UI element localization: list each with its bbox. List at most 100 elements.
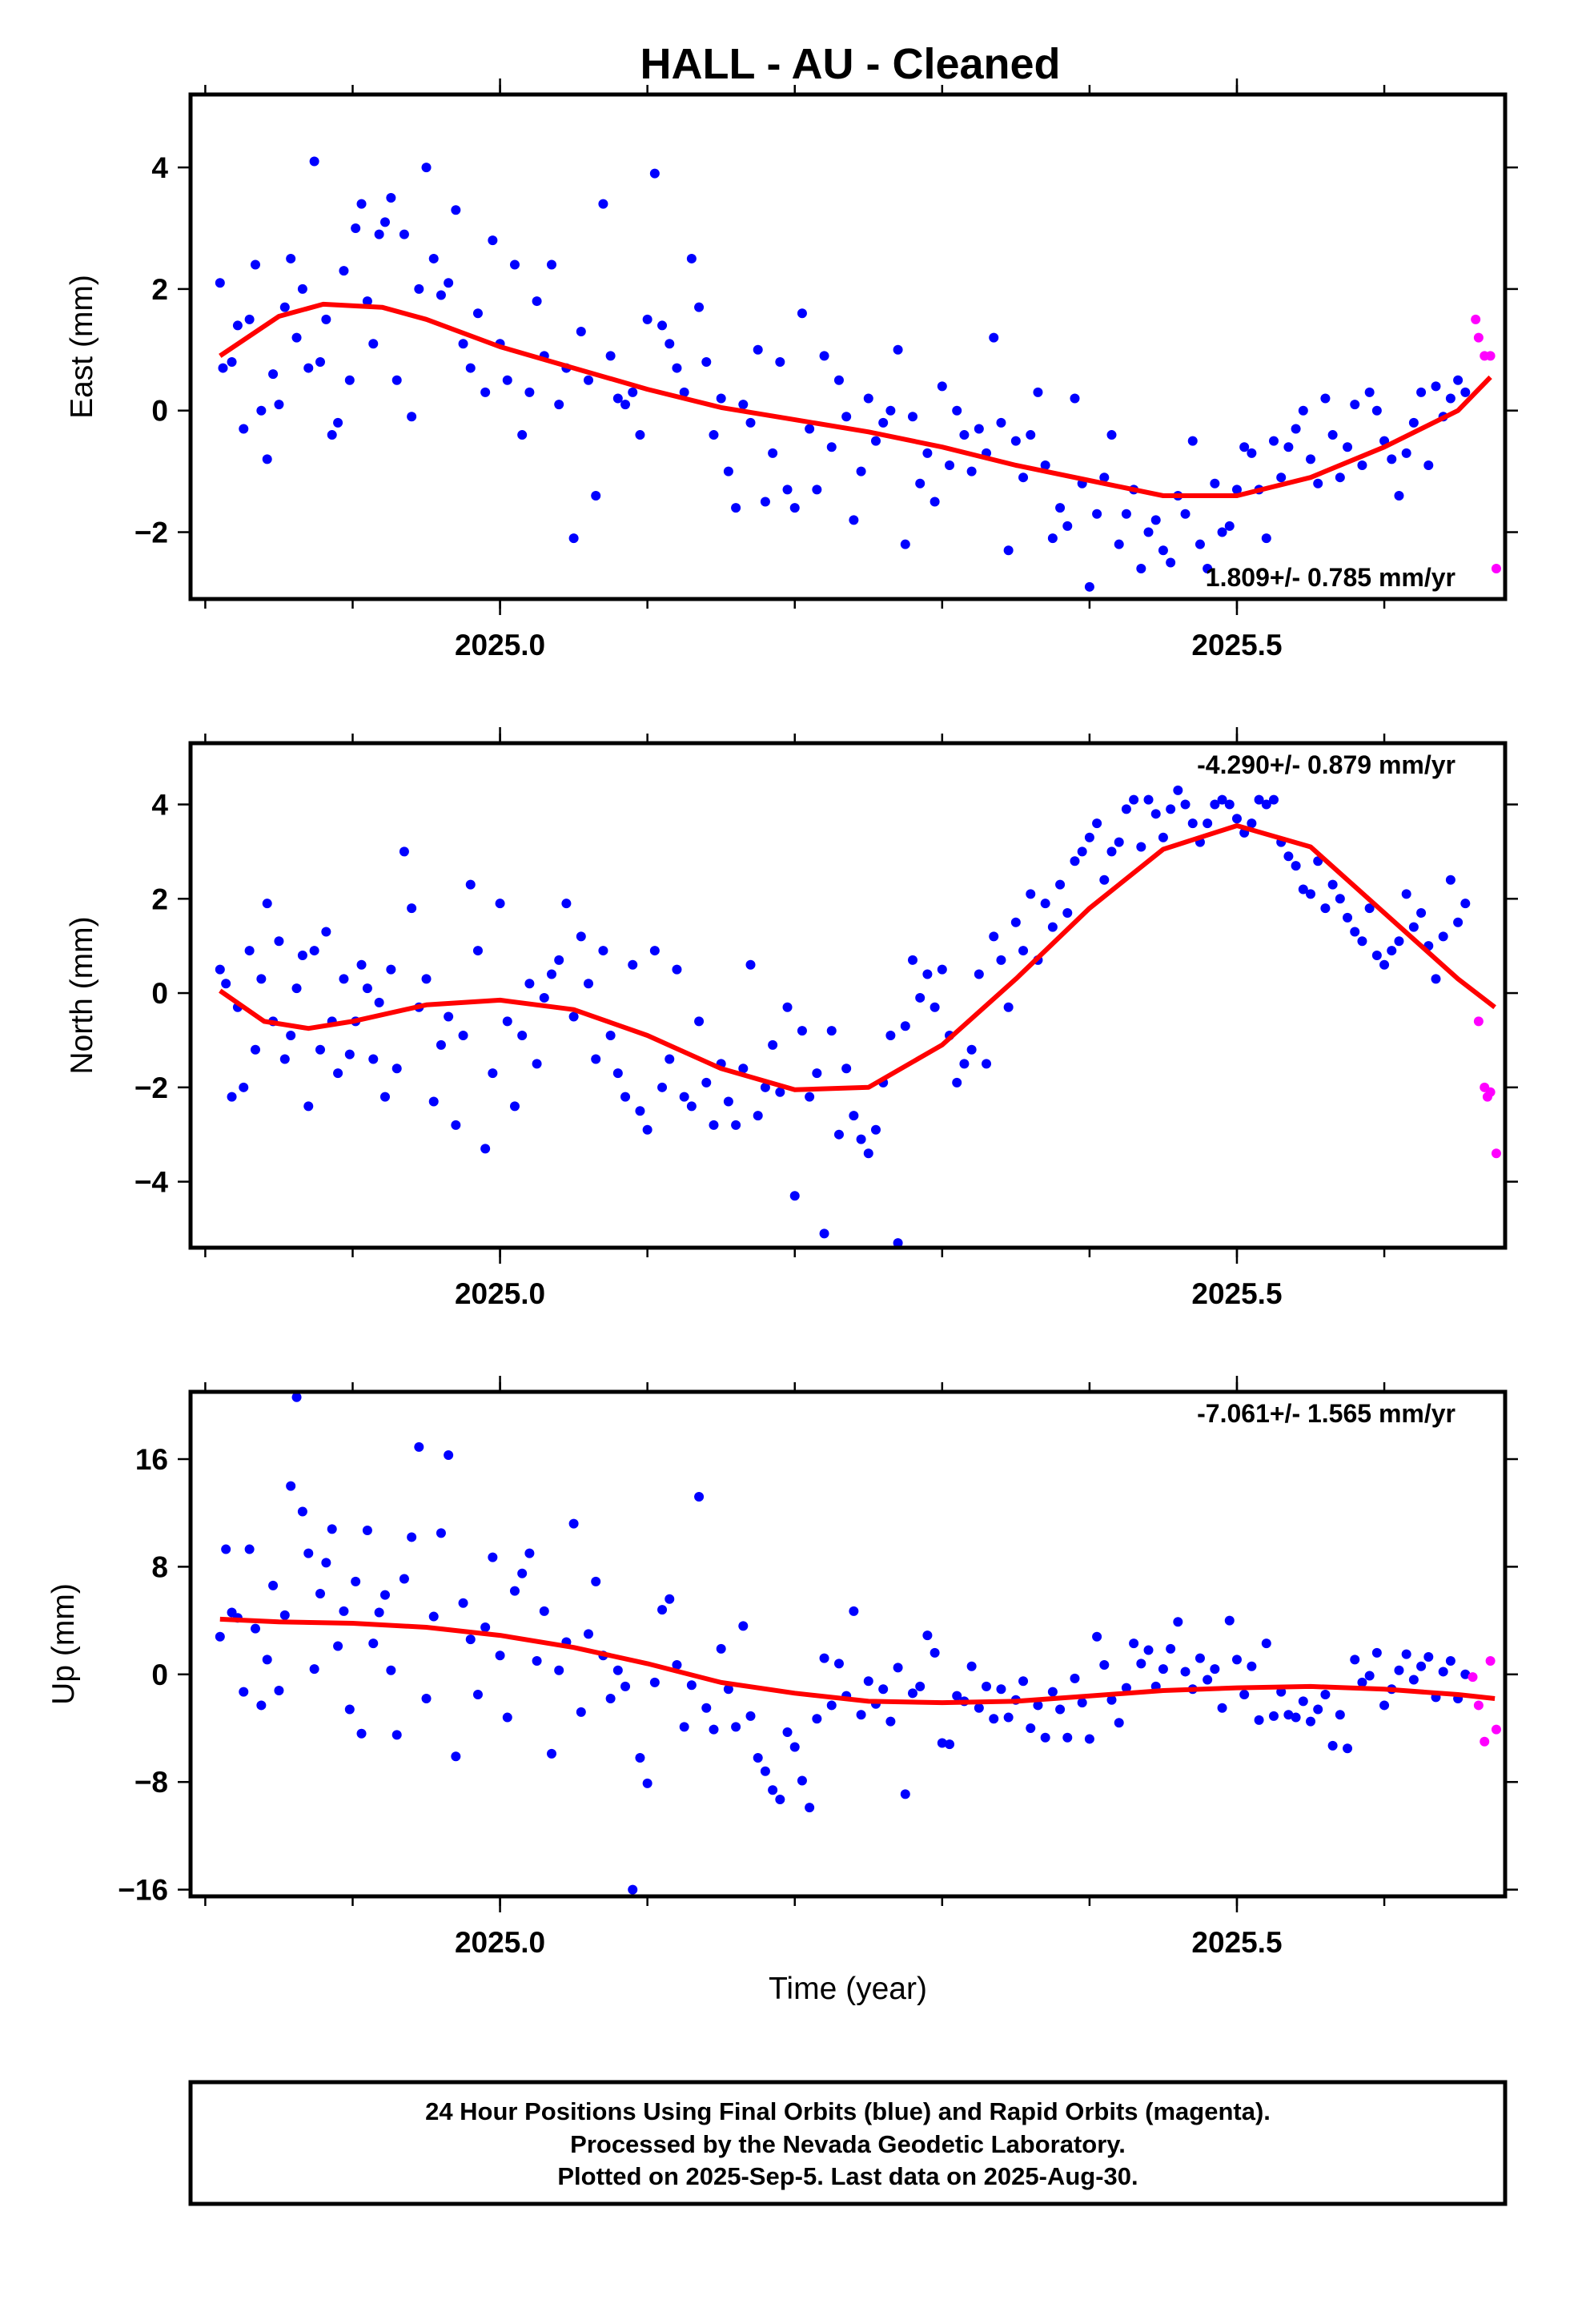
- north-rapid-point: [1473, 1016, 1484, 1027]
- east-final-point: [327, 430, 337, 440]
- north-final-point: [805, 1092, 815, 1102]
- up-final-point: [351, 1576, 361, 1586]
- north-final-point: [546, 969, 556, 979]
- east-final-point: [227, 356, 237, 367]
- east-final-point: [368, 339, 379, 349]
- north-final-point: [959, 1059, 970, 1069]
- up-final-point: [1180, 1667, 1191, 1677]
- caption-box: 24 Hour Positions Using Final Orbits (bl…: [188, 2080, 1508, 2206]
- east-final-point: [878, 417, 889, 428]
- north-y-tick-label: −4: [135, 1166, 169, 1199]
- up-final-point: [915, 1681, 926, 1691]
- up-final-point: [1423, 1651, 1434, 1662]
- north-final-point: [1055, 879, 1066, 890]
- east-final-point: [309, 156, 319, 167]
- up-final-point: [472, 1690, 483, 1699]
- up-final-point: [937, 1738, 947, 1748]
- north-final-point: [291, 983, 302, 994]
- north-final-point: [723, 1096, 733, 1107]
- up-final-point: [428, 1611, 439, 1622]
- north-y-tick-label: 4: [151, 789, 168, 822]
- up-final-point: [368, 1638, 379, 1649]
- east-final-point: [399, 229, 409, 239]
- east-final-point: [819, 351, 829, 361]
- east-final-point: [1268, 436, 1279, 446]
- north-final-point: [760, 1082, 770, 1092]
- north-final-point: [532, 1059, 542, 1069]
- north-final-point: [1371, 950, 1382, 960]
- up-final-point: [591, 1576, 601, 1586]
- north-final-point: [1187, 818, 1198, 829]
- up-final-point: [1040, 1732, 1050, 1743]
- east-final-point: [1460, 387, 1471, 397]
- up-final-point: [399, 1574, 409, 1584]
- north-fit-curve: [219, 823, 1496, 1092]
- north-final-point: [966, 1044, 977, 1055]
- north-final-point: [1070, 856, 1080, 866]
- up-final-point: [274, 1685, 284, 1695]
- up-final-point: [686, 1680, 697, 1691]
- up-final-point: [568, 1518, 579, 1529]
- east-final-point: [723, 466, 733, 476]
- up-final-point: [863, 1676, 873, 1687]
- east-final-point: [502, 375, 512, 385]
- north-final-point: [782, 1002, 793, 1012]
- east-final-point: [1364, 387, 1375, 397]
- up-final-point: [989, 1714, 999, 1724]
- up-final-point: [974, 1703, 984, 1713]
- north-final-point: [215, 964, 225, 975]
- east-final-point: [344, 375, 355, 385]
- east-final-point: [1431, 381, 1441, 392]
- north-final-point: [1327, 879, 1338, 890]
- up-final-point: [907, 1688, 917, 1699]
- up-final-point: [665, 1594, 675, 1604]
- east-final-point: [576, 327, 586, 337]
- up-final-point: [945, 1739, 955, 1750]
- up-final-point: [250, 1623, 260, 1634]
- north-final-point: [709, 1120, 719, 1130]
- caption-line-1: 24 Hour Positions Using Final Orbits (bl…: [425, 2097, 1271, 2125]
- east-final-point: [1261, 533, 1271, 544]
- east-final-point: [1320, 393, 1331, 404]
- north-final-point: [368, 1054, 379, 1064]
- east-final-point: [262, 454, 272, 464]
- north-final-point: [686, 1101, 697, 1112]
- north-final-point: [833, 1129, 844, 1140]
- east-final-point: [436, 290, 446, 300]
- east-final-point: [1158, 545, 1168, 556]
- north-final-point: [701, 1077, 712, 1088]
- north-final-point: [524, 979, 535, 989]
- up-final-point: [339, 1606, 349, 1616]
- east-final-point: [1239, 442, 1250, 452]
- north-final-point: [1231, 814, 1242, 824]
- up-final-point: [215, 1631, 225, 1642]
- up-final-point: [524, 1548, 535, 1558]
- east-final-point: [922, 448, 933, 458]
- north-final-point: [1343, 912, 1353, 923]
- east-final-point: [339, 266, 349, 276]
- east-final-point: [356, 199, 367, 209]
- north-final-point: [849, 1111, 859, 1121]
- north-final-point: [789, 1191, 800, 1201]
- north-final-point: [256, 974, 267, 984]
- up-final-point: [1092, 1631, 1102, 1642]
- east-rapid-point: [1485, 351, 1496, 361]
- north-final-point: [907, 955, 917, 965]
- east-fit-curve: [219, 301, 1492, 498]
- east-final-point: [959, 430, 970, 440]
- up-final-point: [444, 1449, 454, 1460]
- up-final-point: [321, 1558, 331, 1568]
- up-final-point: [1121, 1683, 1131, 1693]
- north-final-point: [1350, 927, 1360, 937]
- up-final-point: [922, 1630, 933, 1641]
- up-final-point: [291, 1392, 302, 1402]
- up-final-point: [546, 1748, 556, 1759]
- north-final-point: [672, 964, 682, 975]
- east-final-point: [1408, 417, 1419, 428]
- east-final-point: [1224, 521, 1235, 531]
- up-final-point: [1357, 1677, 1367, 1687]
- north-final-point: [250, 1044, 260, 1055]
- east-y-tick-label: 2: [151, 273, 168, 306]
- north-final-point: [321, 927, 331, 937]
- east-final-point: [1070, 393, 1080, 404]
